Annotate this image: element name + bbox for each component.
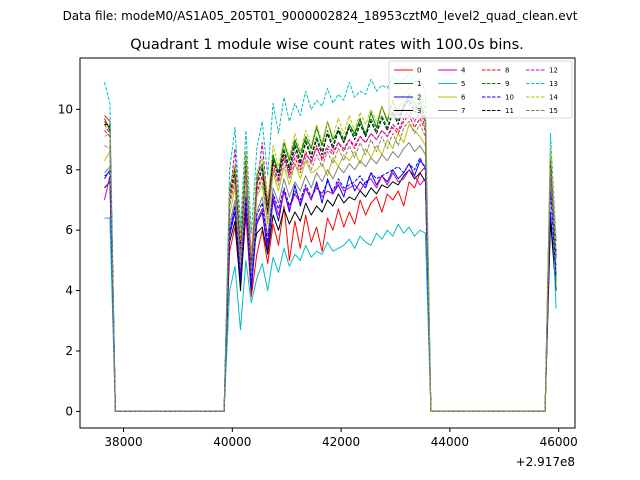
legend-label-7: 7 bbox=[461, 107, 465, 115]
x-tick-label: 42000 bbox=[322, 435, 360, 449]
y-tick-label: 0 bbox=[65, 404, 73, 418]
legend-label-12: 12 bbox=[549, 67, 558, 75]
legend-label-6: 6 bbox=[461, 94, 466, 102]
plot-lines bbox=[104, 72, 557, 412]
series-line-11 bbox=[104, 99, 557, 412]
series-line-8 bbox=[104, 114, 557, 412]
y-tick-label: 8 bbox=[65, 163, 73, 177]
y-tick-label: 2 bbox=[65, 344, 73, 358]
series-line-6 bbox=[104, 123, 557, 412]
x-tick-label: 44000 bbox=[431, 435, 469, 449]
legend-label-3: 3 bbox=[417, 107, 421, 115]
legend-label-14: 14 bbox=[549, 94, 558, 102]
series-line-13 bbox=[104, 72, 557, 412]
legend-label-1: 1 bbox=[417, 80, 421, 88]
legend-label-15: 15 bbox=[549, 107, 558, 115]
series-line-15 bbox=[104, 120, 557, 412]
legend-label-0: 0 bbox=[417, 67, 421, 75]
y-axis: 0 2 4 6 8 10 bbox=[58, 102, 80, 418]
series-line-0 bbox=[104, 115, 557, 412]
x-tick-label: 38000 bbox=[104, 435, 142, 449]
series-line-5 bbox=[104, 154, 557, 412]
series-line-12 bbox=[104, 108, 557, 412]
x-tick-label: 46000 bbox=[540, 435, 578, 449]
legend-label-4: 4 bbox=[461, 67, 466, 75]
series-line-14 bbox=[104, 87, 557, 412]
x-offset-label: +2.917e8 bbox=[516, 455, 575, 469]
legend-label-13: 13 bbox=[549, 80, 558, 88]
legend-label-11: 11 bbox=[505, 107, 514, 115]
series-line-7 bbox=[104, 142, 557, 412]
x-axis: 38000 40000 42000 44000 46000 bbox=[104, 428, 578, 449]
y-tick-label: 6 bbox=[65, 223, 73, 237]
x-tick-label: 40000 bbox=[213, 435, 251, 449]
legend-label-10: 10 bbox=[505, 94, 514, 102]
chart-title: Quadrant 1 module wise count rates with … bbox=[130, 37, 524, 53]
y-tick-label: 10 bbox=[58, 102, 73, 116]
series-line-3 bbox=[104, 169, 557, 412]
plot-frame bbox=[79, 57, 576, 429]
legend-label-2: 2 bbox=[417, 94, 421, 102]
legend-label-8: 8 bbox=[505, 67, 509, 75]
series-line-4 bbox=[104, 169, 557, 412]
chart-suptitle: Data file: modeM0/AS1A05_205T01_90000028… bbox=[63, 9, 578, 23]
legend-box bbox=[388, 60, 573, 119]
y-tick-label: 4 bbox=[65, 284, 73, 298]
legend-label-5: 5 bbox=[461, 80, 465, 88]
legend-label-9: 9 bbox=[505, 80, 509, 88]
series-line-9 bbox=[104, 96, 557, 412]
series-line-10 bbox=[104, 157, 557, 412]
series-line-2 bbox=[104, 160, 557, 412]
